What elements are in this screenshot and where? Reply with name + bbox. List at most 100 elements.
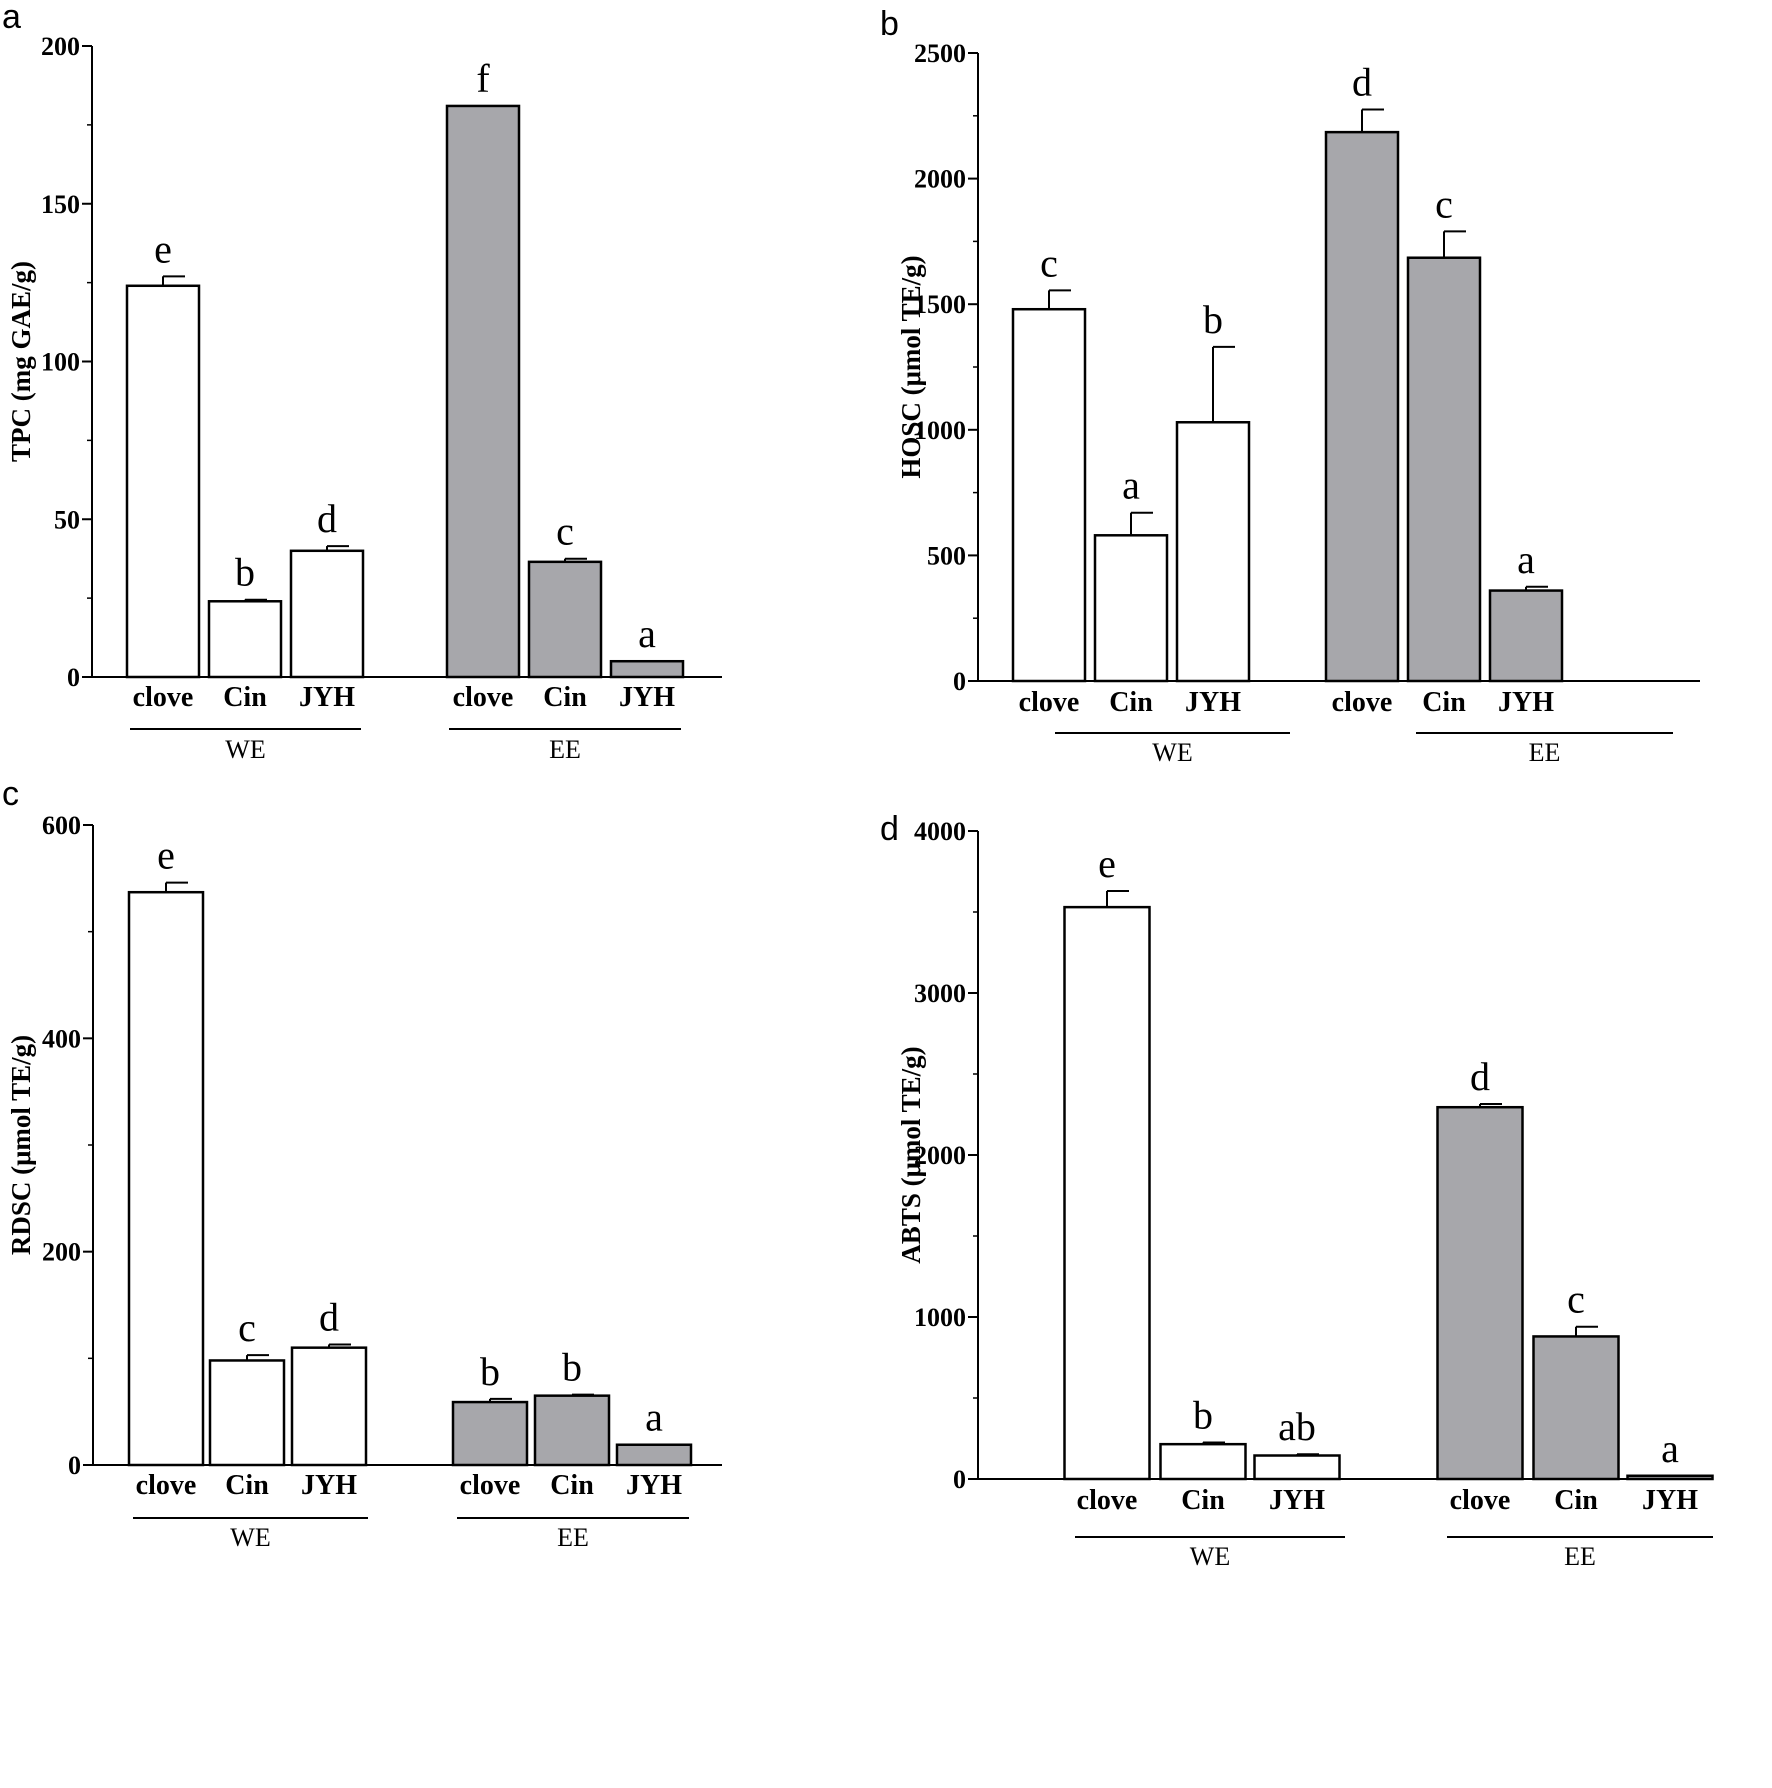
group-label: WE [1190, 1542, 1230, 1571]
y-tick-label: 400 [42, 1024, 81, 1053]
panel-letter: c [2, 775, 19, 813]
bar [1159, 1442, 1247, 1481]
y-tick-label: 0 [953, 1465, 966, 1494]
y-tick-label: 50 [54, 505, 80, 534]
y-tick-label: 1000 [914, 416, 966, 445]
y-axis-label: HOSC (μmol TE/g) [896, 255, 926, 478]
y-tick-label: 3000 [914, 979, 966, 1008]
y-axis-label: RDSC (μmol TE/g) [6, 1035, 36, 1255]
bar [1253, 1454, 1341, 1481]
significance-letter: c [1567, 1277, 1585, 1322]
category-label: Cin [550, 1470, 594, 1501]
bar [1488, 589, 1564, 683]
significance-letter: c [1040, 240, 1058, 285]
bar [127, 890, 205, 1467]
bar [1406, 256, 1482, 683]
y-tick-label: 2000 [914, 1141, 966, 1170]
category-label: Cin [1422, 687, 1466, 718]
category-label: JYH [299, 682, 355, 713]
significance-letter: e [1098, 841, 1116, 886]
chart-panel-d: d 0 1000 2000 3000 4000 ABTS (μmol TE/g) e clove… [880, 810, 1714, 1571]
bar [290, 1346, 368, 1467]
panel-letter: d [880, 810, 899, 848]
significance-letter: a [1122, 463, 1140, 508]
category-label: JYH [1185, 687, 1241, 718]
y-tick-label: 4000 [914, 817, 966, 846]
group-label: WE [1152, 738, 1192, 767]
group-label: EE [549, 735, 581, 764]
category-label: clove [136, 1470, 197, 1501]
panel-letter: b [880, 5, 899, 43]
category-label: clove [1332, 687, 1393, 718]
group-label: EE [557, 1523, 589, 1552]
significance-letter: f [476, 56, 490, 101]
category-label: JYH [301, 1470, 357, 1501]
category-label: JYH [626, 1470, 682, 1501]
bar [609, 659, 685, 679]
chart-panel-c: c 0 200 400 600 RDSC (μmol TE/g) e clove c Cin d JY… [2, 775, 722, 1552]
category-label: clove [1450, 1485, 1511, 1516]
category-label: Cin [225, 1470, 269, 1501]
bar [445, 104, 521, 679]
y-tick-label: 0 [953, 667, 966, 696]
significance-letter: d [319, 1294, 339, 1339]
bar [289, 549, 365, 679]
y-tick-label: 200 [41, 32, 80, 61]
significance-letter: b [1193, 1393, 1213, 1438]
significance-letter: d [1470, 1054, 1490, 1099]
significance-letter: b [235, 550, 255, 595]
chart-panel-b: b 0 500 1000 1500 2000 2500 HOSC (μmol TE/g) c cl… [880, 5, 1700, 767]
y-tick-label: 1000 [914, 1303, 966, 1332]
y-tick-label: 600 [42, 811, 81, 840]
bar [1011, 307, 1087, 683]
significance-letter: a [645, 1395, 663, 1440]
category-label: JYH [1498, 687, 1554, 718]
category-label: clove [453, 682, 514, 713]
y-tick-label: 0 [67, 663, 80, 692]
bar [1324, 130, 1400, 683]
group-label: WE [225, 735, 265, 764]
category-label: clove [460, 1470, 521, 1501]
significance-letter: e [154, 226, 172, 271]
chart-panel-a: a 0 50 100 150 200 TPC (mg GAE/g) e clove b Cin d JY… [2, 0, 722, 764]
significance-letter: b [562, 1345, 582, 1390]
bar [1063, 905, 1151, 1481]
significance-letter: c [1435, 181, 1453, 226]
category-label: Cin [1109, 687, 1153, 718]
bar [125, 284, 201, 679]
y-axis-label: ABTS (μmol TE/g) [896, 1046, 926, 1263]
category-label: clove [1019, 687, 1080, 718]
category-label: Cin [1554, 1485, 1598, 1516]
y-axis-label: TPC (mg GAE/g) [6, 261, 36, 462]
group-label: EE [1564, 1542, 1596, 1571]
significance-letter: a [638, 611, 656, 656]
significance-letter: a [1661, 1426, 1679, 1471]
bar [451, 1400, 529, 1467]
category-label: clove [1077, 1485, 1138, 1516]
significance-letter: ab [1278, 1404, 1316, 1449]
bar [1175, 421, 1251, 683]
bar [208, 1359, 286, 1467]
category-label: Cin [543, 682, 587, 713]
panel-letter: a [2, 0, 21, 36]
bar [1093, 534, 1169, 683]
significance-letter: b [1203, 297, 1223, 342]
bar [1436, 1105, 1524, 1481]
significance-letter: e [157, 833, 175, 878]
y-tick-label: 200 [42, 1238, 81, 1267]
y-tick-label: 1500 [914, 290, 966, 319]
bar [1626, 1474, 1714, 1481]
bar [615, 1443, 693, 1467]
y-tick-label: 100 [41, 348, 80, 377]
bar [533, 1394, 611, 1467]
significance-letter: d [317, 496, 337, 541]
significance-letter: c [238, 1305, 256, 1350]
y-tick-label: 150 [41, 190, 80, 219]
significance-letter: d [1352, 60, 1372, 105]
category-label: Cin [223, 682, 267, 713]
category-label: JYH [1269, 1485, 1325, 1516]
category-label: JYH [619, 682, 675, 713]
bar [207, 600, 283, 679]
bar [1532, 1335, 1620, 1481]
